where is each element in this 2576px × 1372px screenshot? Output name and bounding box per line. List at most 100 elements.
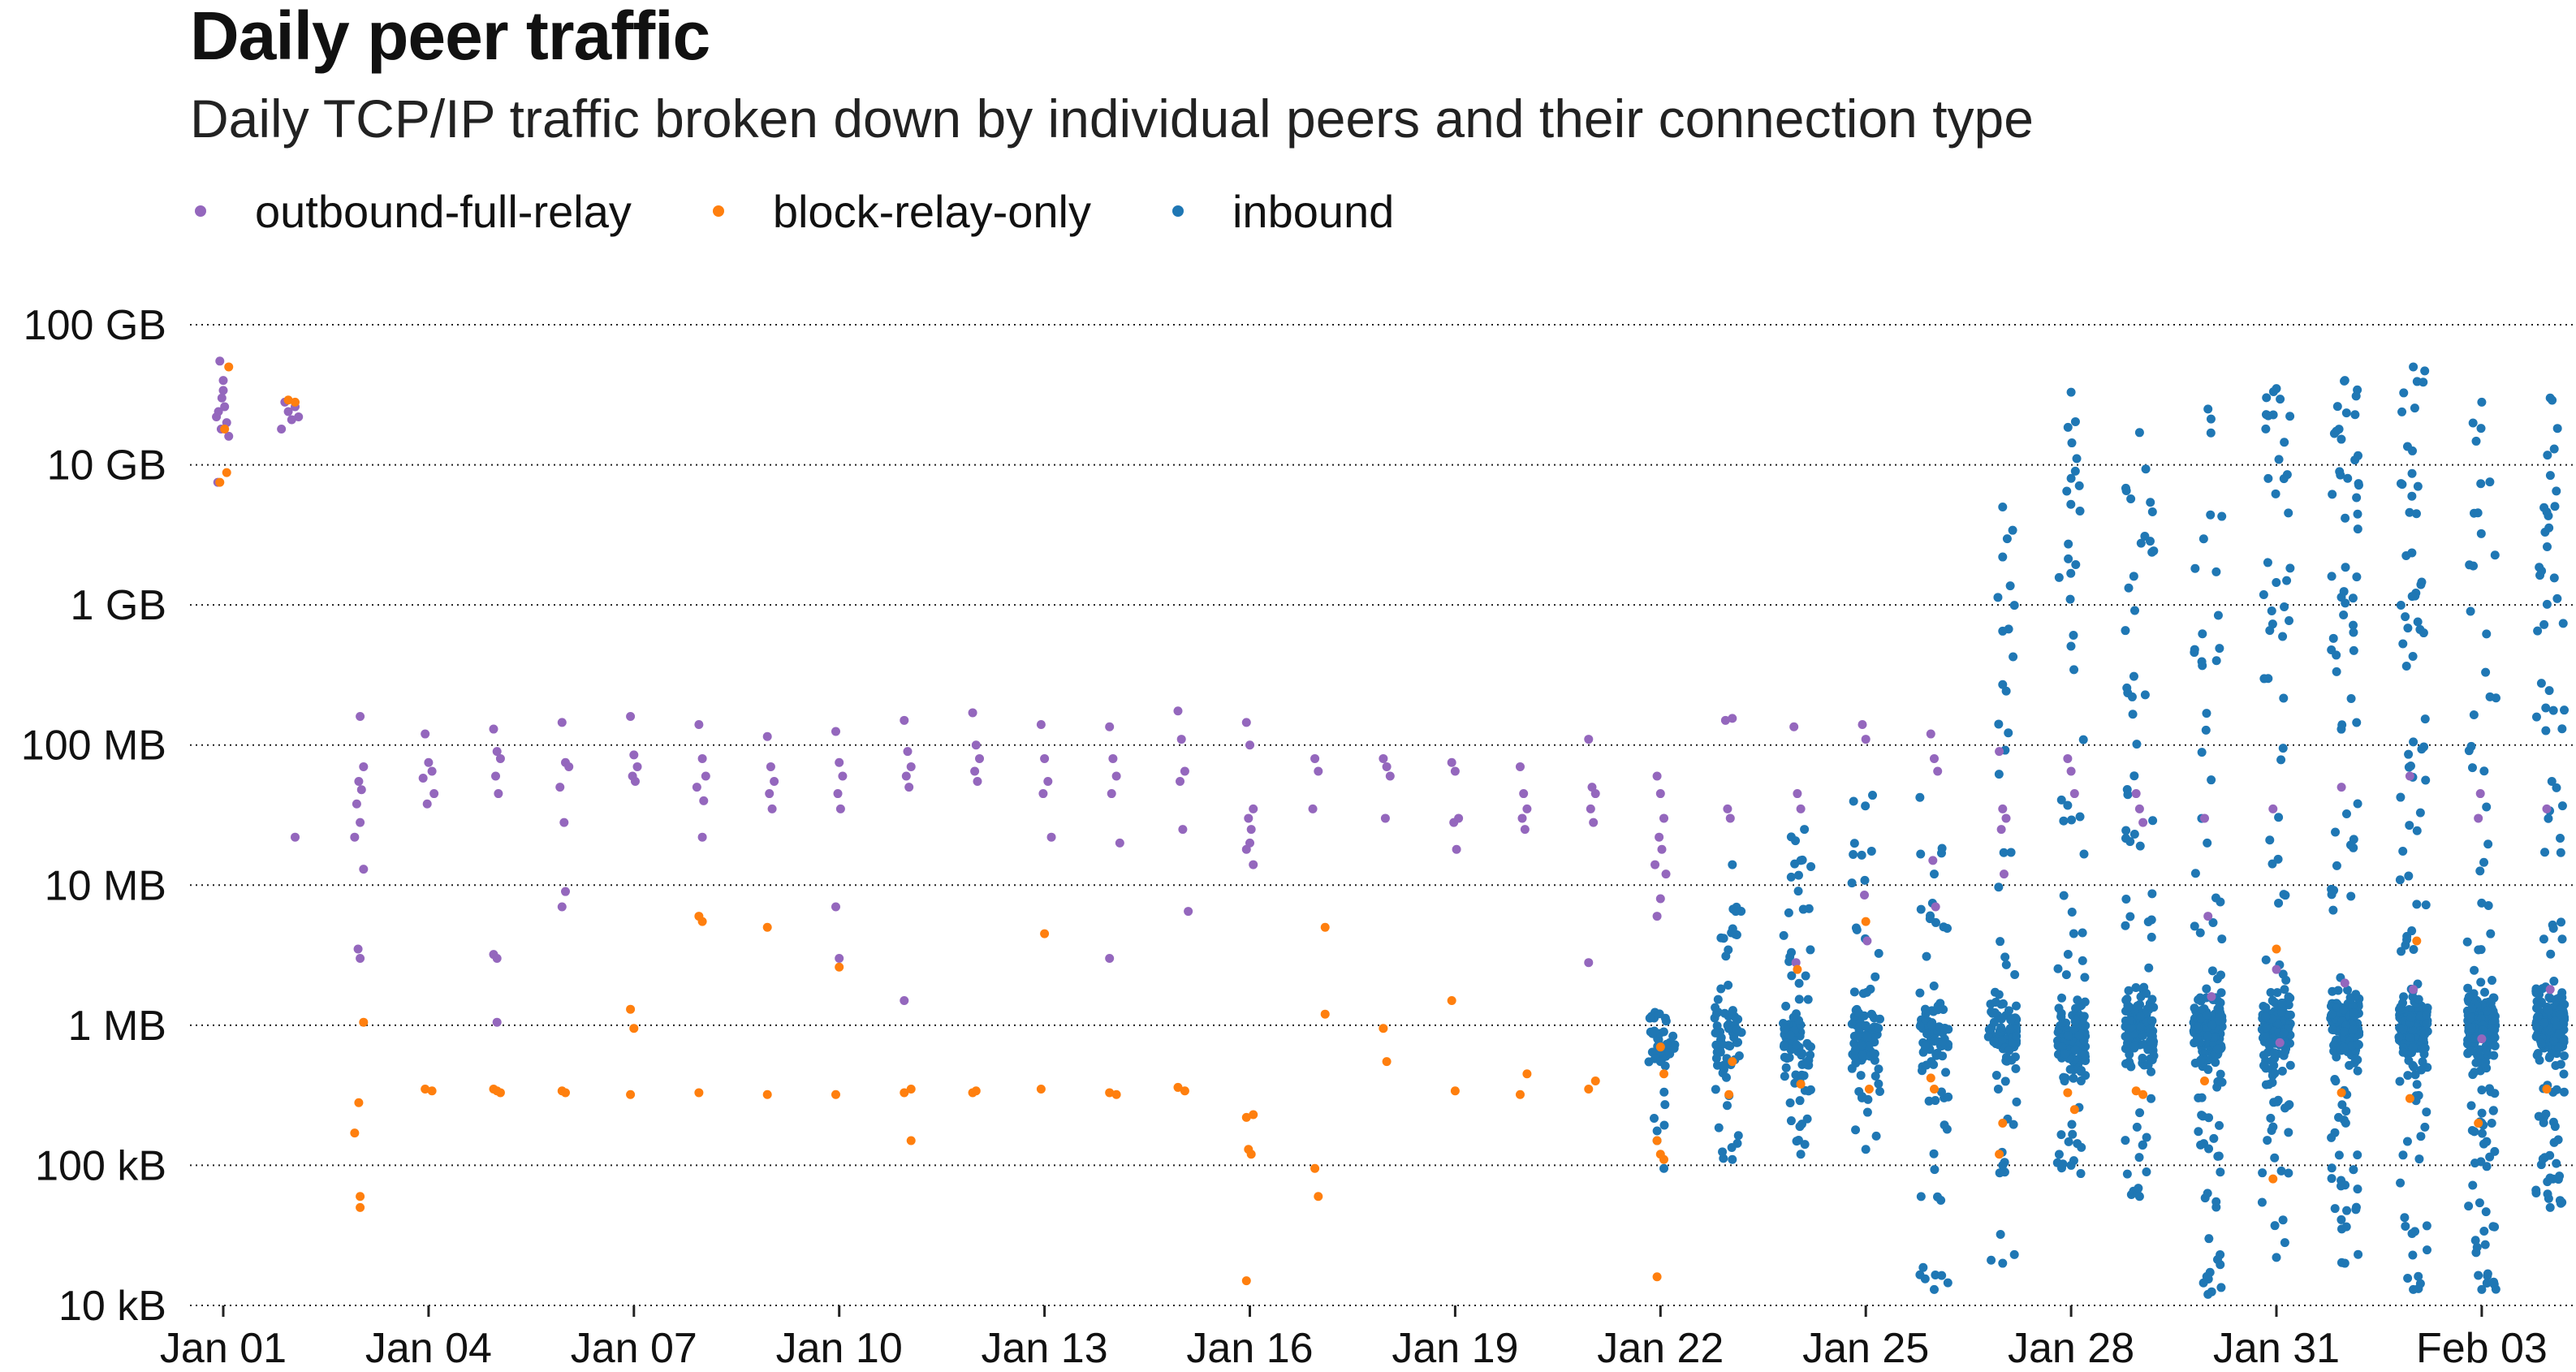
inbound-point [1847, 878, 1857, 888]
inbound-point [2204, 1144, 2214, 1154]
inbound-point [1994, 719, 2004, 729]
outbound-full-relay-point [1449, 818, 1459, 827]
inbound-point [1984, 1025, 1994, 1034]
inbound-point [2327, 1163, 2337, 1173]
inbound-point [2487, 976, 2496, 986]
outbound-full-relay-point [2066, 766, 2076, 776]
outbound-full-relay-point [352, 799, 361, 809]
inbound-point [2285, 563, 2295, 573]
inbound-point [1659, 1027, 1668, 1037]
inbound-point [2489, 1277, 2499, 1287]
inbound-point [2059, 1072, 2069, 1082]
inbound-point [2421, 775, 2431, 785]
chart-subtitle: Daily TCP/IP traffic broken down by indi… [190, 88, 2034, 149]
outbound-full-relay-point [2477, 1034, 2487, 1044]
inbound-point [2081, 1071, 2091, 1081]
outbound-full-relay-point [838, 771, 848, 781]
inbound-point [2533, 1001, 2543, 1011]
outbound-full-relay-point [1789, 722, 1799, 731]
outbound-full-relay-point [1725, 813, 1735, 823]
inbound-point [2262, 393, 2272, 403]
inbound-point [2479, 1227, 2489, 1236]
inbound-point [2280, 891, 2290, 900]
inbound-point [1733, 1131, 1743, 1141]
inbound-point [2269, 1098, 2279, 1107]
block-relay-only-point [1241, 1276, 1251, 1286]
inbound-point [2474, 1271, 2483, 1280]
inbound-point [2345, 1060, 2354, 1070]
inbound-point [2135, 841, 2145, 851]
inbound-point [2490, 1222, 2500, 1232]
inbound-point [2346, 891, 2356, 901]
outbound-full-relay-point [1038, 789, 1048, 799]
legend-marker-inbound [1171, 205, 1184, 217]
y-tick-label: 1 GB [71, 582, 167, 629]
inbound-point [2488, 1023, 2498, 1033]
block-relay-only-point [1728, 1057, 1737, 1067]
block-relay-only-point [906, 1136, 916, 1145]
inbound-point [2012, 1097, 2022, 1107]
inbound-point [2545, 393, 2555, 403]
inbound-point [2268, 1122, 2278, 1132]
inbound-point [2004, 1046, 2014, 1055]
inbound-point [1791, 1070, 1801, 1080]
inbound-point [1800, 825, 1810, 835]
outbound-full-relay-point [694, 719, 704, 729]
outbound-full-relay-point [277, 425, 287, 434]
inbound-point [2138, 1053, 2147, 1063]
inbound-point [2280, 602, 2289, 611]
inbound-point [2552, 783, 2561, 792]
outbound-full-relay-point [767, 804, 777, 813]
inbound-point [1718, 1147, 1728, 1157]
inbound-point [2217, 934, 2227, 944]
inbound-point [2465, 560, 2475, 570]
inbound-point [2403, 1071, 2413, 1081]
inbound-point [1857, 1041, 1866, 1051]
inbound-point [1858, 1051, 1867, 1060]
inbound-point [2485, 692, 2495, 701]
inbound-point [1942, 1124, 1952, 1134]
inbound-point [2121, 1136, 2130, 1145]
inbound-point [2066, 641, 2076, 651]
inbound-point [1849, 849, 1858, 859]
outbound-full-relay-point [1385, 771, 1395, 781]
inbound-point [2409, 1062, 2419, 1072]
inbound-point [2341, 809, 2351, 818]
outbound-full-relay-point [2275, 1038, 2285, 1047]
inbound-point [2265, 1038, 2275, 1047]
inbound-point [1868, 791, 1878, 800]
block-relay-only-point [1522, 1069, 1532, 1079]
inbound-point [1874, 948, 1883, 958]
inbound-point [2337, 720, 2347, 730]
block-relay-only-point [1793, 964, 1802, 974]
inbound-point [2329, 1046, 2339, 1056]
inbound-point [2327, 572, 2337, 581]
inbound-point [2069, 929, 2078, 938]
outbound-full-relay-point [1105, 954, 1115, 964]
inbound-point [2407, 491, 2417, 501]
inbound-point [2396, 1178, 2406, 1188]
outbound-full-relay-point [218, 386, 228, 395]
inbound-point [1800, 1085, 1810, 1095]
outbound-full-relay-point [1999, 869, 2009, 879]
inbound-point [2078, 735, 2088, 744]
inbound-point [1713, 994, 1723, 1004]
inbound-point [2412, 900, 2422, 909]
inbound-point [2054, 572, 2064, 582]
inbound-point [2129, 671, 2138, 681]
inbound-point [2556, 848, 2565, 857]
outbound-full-relay-point [214, 407, 223, 416]
outbound-full-relay-point [1586, 804, 1595, 813]
inbound-point [2059, 891, 2069, 900]
inbound-point [1781, 1001, 1791, 1011]
inbound-point [2062, 486, 2072, 496]
inbound-point [2550, 1122, 2560, 1132]
inbound-point [2470, 1236, 2480, 1245]
inbound-point [1937, 1271, 1947, 1280]
inbound-point [2197, 748, 2207, 757]
inbound-point [2129, 1041, 2139, 1051]
outbound-full-relay-point [217, 393, 227, 403]
inbound-point [2265, 626, 2275, 636]
inbound-point [2190, 1038, 2199, 1048]
inbound-point [2335, 467, 2345, 477]
